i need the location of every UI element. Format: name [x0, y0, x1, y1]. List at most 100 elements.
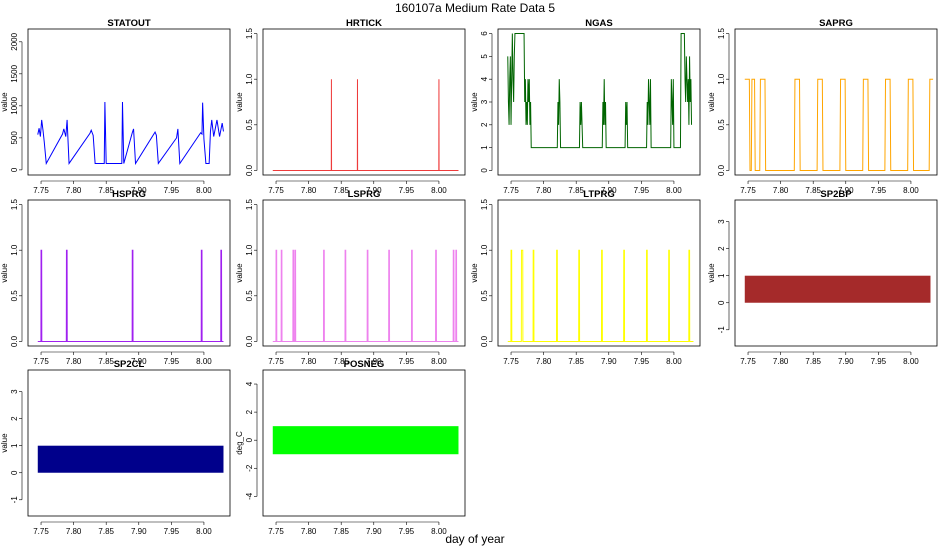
- x-tick-label: 7.90: [131, 186, 147, 195]
- y-axis-label-ngas: value: [470, 92, 479, 112]
- panel-ltprg: LTPRG 7.75 7.80 7.85 7.90 7.95 8.00 0.0 0.5 1.0 1.…: [470, 189, 701, 366]
- y-tick-label: 1.5: [717, 27, 726, 39]
- y-tick-label: 0: [245, 437, 254, 442]
- x-tick-label: 7.95: [399, 527, 415, 536]
- y-tick-label: 0: [10, 470, 19, 475]
- y-axis-label-sp2bp: value: [707, 263, 716, 283]
- y-axis-label-posneg: deg_C: [235, 431, 244, 455]
- x-tick-label: 7.85: [98, 527, 114, 536]
- y-tick-label: 2000: [10, 32, 19, 50]
- x-tick-label: 7.85: [98, 357, 114, 366]
- x-tick-label: 7.80: [536, 357, 552, 366]
- x-tick-label: 7.80: [66, 357, 82, 366]
- x-tick-label: 8.00: [431, 527, 447, 536]
- x-tick-label: 7.75: [503, 357, 519, 366]
- x-tick-label: 7.80: [66, 527, 82, 536]
- x-tick-label: 8.00: [431, 186, 447, 195]
- plot-frame-ngas: [497, 28, 701, 176]
- x-tick-label: 7.85: [98, 186, 114, 195]
- y-tick-label: 2: [10, 416, 19, 421]
- x-tick-label: 7.95: [164, 527, 180, 536]
- plot-frame-ltprg: [497, 199, 701, 347]
- x-tick-label: 7.75: [268, 186, 284, 195]
- y-tick-label: 1.0: [245, 244, 254, 256]
- x-tick-label: 7.80: [773, 357, 789, 366]
- x-tick-label: 7.80: [536, 186, 552, 195]
- x-tick-label: 7.90: [601, 357, 617, 366]
- y-axis-label-saprg: value: [707, 92, 716, 112]
- x-tick-label: 7.90: [601, 186, 617, 195]
- x-tick-label: 7.80: [301, 186, 317, 195]
- x-tick-label: 7.85: [333, 527, 349, 536]
- y-tick-label: 0: [480, 168, 489, 173]
- y-tick-label: 1.5: [245, 198, 254, 210]
- y-tick-label: 500: [10, 131, 19, 145]
- data-line-lsprg: [272, 249, 459, 342]
- x-tick-label: 7.90: [838, 186, 854, 195]
- x-tick-label: 8.00: [196, 357, 212, 366]
- plot-frame-saprg: [734, 28, 938, 176]
- y-axis-label-lsprg: value: [235, 263, 244, 283]
- panel-title-saprg: SAPRG: [819, 18, 853, 29]
- y-tick-label: 1000: [10, 96, 19, 114]
- plot-frame-statout: [27, 28, 231, 176]
- x-tick-label: 8.00: [666, 357, 682, 366]
- x-tick-label: 8.00: [903, 357, 919, 366]
- y-tick-label: 0.5: [717, 119, 726, 131]
- y-tick-label: 0.5: [10, 290, 19, 302]
- y-tick-label: 1.5: [480, 198, 489, 210]
- x-tick-label: 7.85: [568, 186, 584, 195]
- x-tick-label: 7.75: [33, 357, 49, 366]
- x-tick-label: 7.90: [366, 357, 382, 366]
- x-tick-label: 7.95: [164, 186, 180, 195]
- y-tick-label: 1: [10, 443, 19, 448]
- panel-posneg: POSNEG 7.75 7.80 7.85 7.90 7.95 8.00 -4 -2 0 2 4 deg…: [235, 359, 466, 536]
- x-tick-label: 7.90: [366, 527, 382, 536]
- x-tick-label: 7.80: [773, 186, 789, 195]
- y-tick-label: -4: [245, 492, 254, 500]
- panel-lsprg: LSPRG 7.75 7.80 7.85 7.90 7.95 8.00 0.0 0.5 1.0 1.…: [235, 189, 466, 366]
- y-tick-label: 1.0: [717, 73, 726, 85]
- data-band-sp2cl: [37, 445, 224, 473]
- x-tick-label: 7.75: [503, 186, 519, 195]
- plot-frame-sp2bp: [734, 199, 938, 347]
- x-tick-label: 7.85: [805, 357, 821, 366]
- x-tick-label: 7.75: [268, 527, 284, 536]
- panel-title-lsprg: LSPRG: [348, 189, 381, 200]
- y-tick-label: 4: [480, 76, 489, 81]
- x-tick-label: 7.95: [634, 357, 650, 366]
- x-tick-label: 7.85: [333, 357, 349, 366]
- data-line-ltprg: [507, 249, 694, 342]
- y-tick-label: 0.5: [245, 119, 254, 131]
- y-tick-label: 0.0: [717, 164, 726, 176]
- y-tick-label: 0.0: [10, 335, 19, 347]
- x-tick-label: 7.80: [301, 527, 317, 536]
- data-line-hrtick: [272, 79, 459, 171]
- x-tick-label: 7.75: [33, 186, 49, 195]
- y-tick-label: 1500: [10, 64, 19, 82]
- data-line-statout: [37, 101, 224, 166]
- panel-title-posneg: POSNEG: [344, 359, 385, 370]
- x-tick-label: 7.85: [568, 357, 584, 366]
- panel-title-hsprg: HSPRG: [112, 189, 146, 200]
- x-tick-label: 7.90: [838, 357, 854, 366]
- y-tick-label: 1.0: [245, 73, 254, 85]
- y-tick-label: 0.0: [245, 164, 254, 176]
- y-axis-label-hsprg: value: [0, 263, 9, 283]
- y-tick-label: 0: [717, 300, 726, 305]
- panel-title-sp2cl: SP2CL: [114, 359, 145, 370]
- panel-statout: STATOUT 7.75 7.80 7.85 7.90 7.95 8.00 0 500 1000 1…: [0, 18, 231, 195]
- y-tick-label: 4: [245, 381, 254, 386]
- panel-title-hrtick: HRTICK: [346, 18, 382, 29]
- figure-xlabel: day of year: [445, 532, 504, 546]
- panel-sp2bp: SP2BP 7.75 7.80 7.85 7.90 7.95 8.00 -1 0 1 2 3 value: [707, 189, 938, 366]
- y-tick-label: 0.5: [245, 290, 254, 302]
- y-tick-label: 6: [480, 31, 489, 36]
- data-band-sp2bp: [744, 275, 931, 303]
- y-tick-label: 1.0: [480, 244, 489, 256]
- data-line-ngas: [507, 33, 693, 149]
- panel-title-statout: STATOUT: [107, 18, 150, 29]
- y-axis-label-sp2cl: value: [0, 433, 9, 453]
